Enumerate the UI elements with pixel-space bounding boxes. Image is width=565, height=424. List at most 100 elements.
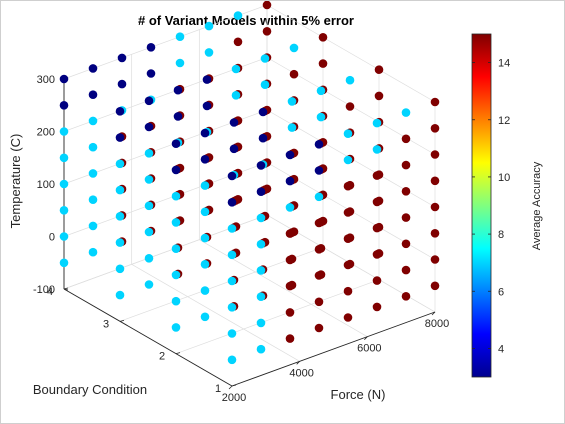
data-point <box>59 179 69 189</box>
x-axis-label: Force (N) <box>331 387 386 402</box>
data-point <box>146 69 156 78</box>
data-point <box>401 292 411 301</box>
data-point <box>285 229 295 238</box>
y-tick-label: 1 <box>215 383 221 395</box>
data-point <box>314 271 324 280</box>
data-point <box>88 247 98 257</box>
data-point <box>314 323 324 333</box>
data-point <box>59 127 69 136</box>
data-point <box>200 155 210 164</box>
data-point <box>256 239 266 249</box>
data-point <box>88 90 98 99</box>
data-point <box>229 144 239 154</box>
data-point <box>144 227 154 237</box>
floor-grid-line <box>131 264 300 362</box>
data-point <box>314 166 324 175</box>
data-point <box>314 192 324 202</box>
data-point <box>227 224 237 233</box>
data-point <box>258 133 268 143</box>
data-point <box>202 75 212 84</box>
data-point <box>256 213 266 223</box>
data-point <box>115 107 125 116</box>
data-point <box>88 142 98 152</box>
data-point <box>144 122 154 132</box>
data-point <box>256 318 266 328</box>
data-point <box>401 108 411 117</box>
data-point <box>115 290 125 300</box>
data-point <box>372 250 382 259</box>
data-point <box>175 58 185 68</box>
data-point <box>314 245 324 254</box>
data-point <box>144 280 154 289</box>
data-point <box>285 150 295 160</box>
x-axis-line <box>231 311 436 387</box>
data-point <box>374 65 384 74</box>
data-point <box>144 253 154 263</box>
data-point <box>289 43 299 53</box>
colorbar-tick-label: 12 <box>498 115 510 127</box>
y-axis-line <box>63 288 233 387</box>
data-point <box>262 27 272 36</box>
data-point <box>316 86 326 96</box>
z-axis-label: Temperature (C) <box>8 134 23 229</box>
floor-grid-line <box>199 239 368 337</box>
data-point <box>59 153 69 163</box>
data-point <box>256 344 266 354</box>
chart-title: # of Variant Models within 5% error <box>138 13 354 28</box>
data-point <box>343 129 353 138</box>
x-tick-mark <box>364 336 368 340</box>
data-point <box>200 260 210 269</box>
y-tick-mark <box>175 352 181 355</box>
data-point <box>200 128 210 138</box>
z-tick-label: 200 <box>37 127 55 139</box>
data-point <box>173 85 183 95</box>
data-point <box>372 223 382 233</box>
data-point <box>258 107 268 117</box>
y-tick-label: 4 <box>47 286 53 298</box>
data-point <box>59 74 69 84</box>
data-point <box>171 323 181 332</box>
data-point <box>115 159 125 169</box>
data-point <box>401 187 411 196</box>
data-point <box>287 123 297 132</box>
data-point <box>88 116 98 126</box>
data-point <box>287 97 297 106</box>
data-point <box>115 212 125 221</box>
x-tick-label: 8000 <box>425 318 449 330</box>
data-point <box>231 91 241 100</box>
data-point <box>200 312 210 322</box>
data-point <box>430 229 440 238</box>
data-point <box>171 165 181 175</box>
x-tick-label: 2000 <box>222 392 246 404</box>
colorbar-tick-label: 6 <box>498 286 504 298</box>
tick-labels: 2000 4000 6000 8000 1 2 3 4-100 0 100 200 300 <box>33 74 449 404</box>
data-point <box>285 176 295 186</box>
data-point <box>115 238 125 247</box>
data-point <box>144 201 154 211</box>
x-tick-label: 6000 <box>357 343 381 355</box>
z-tick-label: 300 <box>37 74 55 86</box>
data-point <box>285 255 295 265</box>
data-point <box>372 302 382 312</box>
data-point <box>430 281 440 291</box>
data-point <box>115 264 125 274</box>
data-point <box>200 207 210 217</box>
data-point <box>117 53 127 63</box>
data-point <box>345 102 355 111</box>
data-point <box>117 79 127 89</box>
side-wall-grid-line <box>266 4 436 103</box>
data-point <box>229 118 239 127</box>
data-point <box>372 171 382 180</box>
data-point <box>204 48 214 57</box>
data-point <box>430 150 440 159</box>
data-point <box>314 140 324 149</box>
data-point <box>318 33 328 42</box>
data-point <box>171 218 181 227</box>
colorbar <box>471 33 492 378</box>
y-tick-mark <box>119 319 125 322</box>
data-point <box>59 232 69 241</box>
data-point <box>88 221 98 231</box>
data-point <box>430 176 440 186</box>
data-point <box>374 91 384 101</box>
